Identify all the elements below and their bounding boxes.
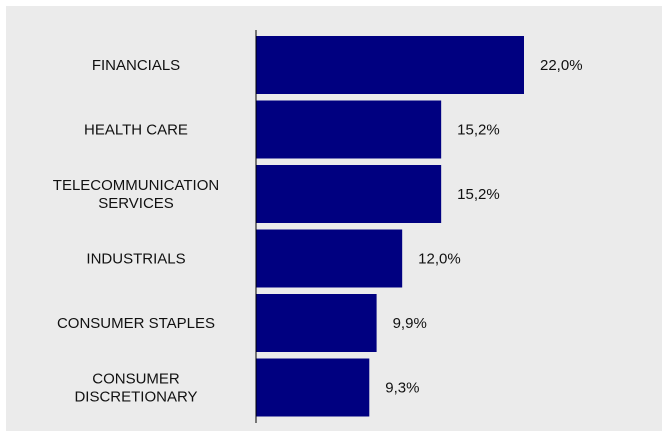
category-label-line: DISCRETIONARY <box>74 389 197 406</box>
bar-3 <box>256 165 442 223</box>
category-label-line: CONSUMER <box>92 371 180 388</box>
category-label-2: HEALTH CARE <box>84 122 188 139</box>
bar-2 <box>256 100 442 159</box>
value-label-6: 9,3% <box>385 380 419 397</box>
category-label-line: FINANCIALS <box>92 57 180 74</box>
category-label-1: FINANCIALS <box>92 57 180 74</box>
value-label-1: 22,0% <box>540 57 583 74</box>
category-label-4: INDUSTRIALS <box>86 251 185 268</box>
category-label-6: CONSUMER DISCRETIONARY <box>74 371 197 406</box>
value-label-3: 15,2% <box>457 186 500 203</box>
category-label-3: TELECOMMUNICATION SERVICES <box>53 177 219 212</box>
chart-panel: 22,0% FINANCIALS 15,2% HEALTH CARE 15,2% TELE… <box>6 6 662 431</box>
labels-layer: 22,0% FINANCIALS 15,2% HEALTH CARE 15,2% TELE… <box>53 57 583 406</box>
category-label-line: HEALTH CARE <box>84 122 188 139</box>
bar-4 <box>256 229 403 288</box>
category-label-line: TELECOMMUNICATION <box>53 177 219 194</box>
category-label-5: CONSUMER STAPLES <box>57 315 215 332</box>
value-label-2: 15,2% <box>457 122 500 139</box>
bar-5 <box>256 294 377 352</box>
value-label-5: 9,9% <box>393 315 427 332</box>
bar-1 <box>256 36 524 94</box>
category-label-line: CONSUMER STAPLES <box>57 315 215 332</box>
bars-layer <box>256 36 524 417</box>
bar-chart: 22,0% FINANCIALS 15,2% HEALTH CARE 15,2% TELE… <box>53 30 583 423</box>
category-label-line: SERVICES <box>98 195 174 212</box>
category-label-line: INDUSTRIALS <box>86 251 185 268</box>
bar-6 <box>256 358 370 417</box>
value-label-4: 12,0% <box>418 251 461 268</box>
